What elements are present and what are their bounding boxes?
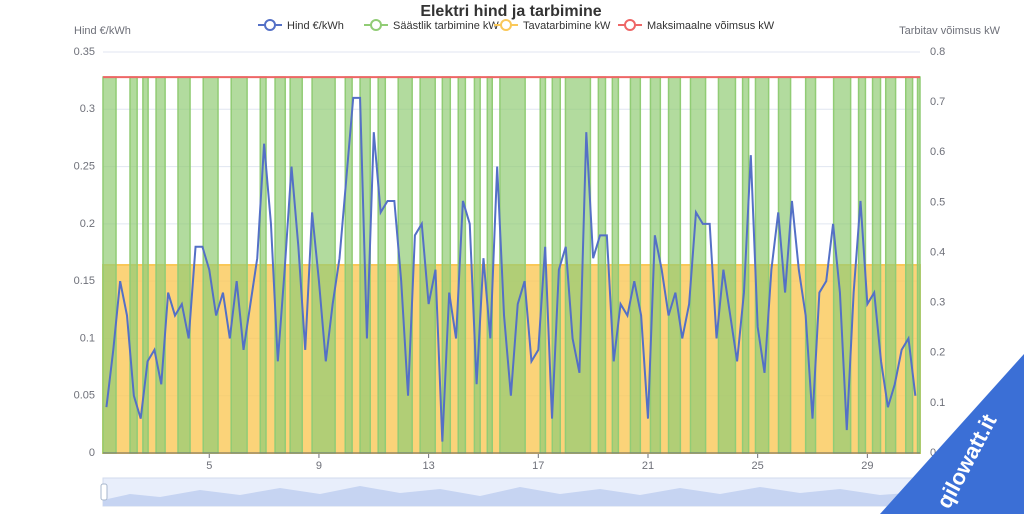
step-bar bbox=[230, 76, 248, 454]
y-tick-label: 0.1 bbox=[80, 332, 95, 344]
x-tick-label: 5 bbox=[206, 460, 212, 472]
step-bar bbox=[486, 76, 493, 454]
x-tick-label: 25 bbox=[752, 460, 764, 472]
y2-tick-label: 0.1 bbox=[930, 397, 945, 409]
step-bar bbox=[473, 76, 481, 454]
x-tick-label: 21 bbox=[642, 460, 654, 472]
y2-tick-label: 0.3 bbox=[930, 297, 945, 309]
x-tick-label: 9 bbox=[316, 460, 322, 472]
step-bar bbox=[259, 76, 267, 454]
y2-tick-label: 0.6 bbox=[930, 146, 945, 158]
step-bar bbox=[274, 76, 286, 454]
step-bar bbox=[717, 76, 737, 454]
legend-item[interactable]: Hind €/kWh bbox=[258, 19, 344, 32]
legend-label: Tavatarbimine kW bbox=[523, 20, 611, 32]
y-tick-label: 0.2 bbox=[80, 218, 95, 230]
y-tick-label: 0.35 bbox=[74, 46, 95, 58]
legend-label: Säästlik tarbimine kW bbox=[393, 20, 499, 32]
step-bar bbox=[667, 76, 682, 454]
legend-marker bbox=[370, 19, 382, 31]
watermark: qilowatt.it bbox=[880, 354, 1024, 514]
y-tick-label: 0.05 bbox=[74, 390, 95, 402]
step-bar bbox=[311, 76, 336, 454]
y2-axis-label: Tarbitav võimsus kW bbox=[899, 25, 1000, 37]
y2-tick-label: 0.8 bbox=[930, 46, 945, 58]
step-bar bbox=[102, 76, 117, 454]
step-bar bbox=[597, 76, 607, 454]
y2-tick-label: 0.4 bbox=[930, 246, 945, 258]
step-bar bbox=[177, 76, 191, 454]
legend-label: Hind €/kWh bbox=[287, 20, 344, 32]
step-bar bbox=[777, 76, 792, 454]
y2-tick-label: 0.2 bbox=[930, 347, 945, 359]
legend-item[interactable]: Tavatarbimine kW bbox=[494, 19, 611, 32]
step-bar bbox=[871, 76, 882, 454]
slider-handle[interactable] bbox=[100, 483, 108, 501]
y-tick-label: 0.25 bbox=[74, 160, 95, 172]
y-tick-label: 0 bbox=[89, 447, 95, 459]
step-bar bbox=[202, 76, 219, 454]
legend-item[interactable]: Maksimaalne võimsus kW bbox=[618, 19, 775, 32]
plot-area: 0 0.05 0.1 0.15 0.2 0.25 0.3 0.35 0 0.1 0.2 0.3 0.4 0… bbox=[74, 46, 946, 472]
y-tick-label: 0.15 bbox=[74, 275, 95, 287]
step-bar bbox=[419, 76, 436, 454]
y2-tick-label: 0.7 bbox=[930, 96, 945, 108]
step-bar bbox=[754, 76, 770, 454]
zoom-slider[interactable] bbox=[100, 477, 924, 507]
line bbox=[105, 96, 917, 442]
slider-preview bbox=[103, 486, 920, 506]
legend-item[interactable]: Säästlik tarbimine kW bbox=[364, 19, 499, 32]
legend-marker bbox=[264, 19, 276, 31]
x-tick-label: 13 bbox=[422, 460, 434, 472]
chart-title: Elektri hind ja tarbimine bbox=[420, 3, 601, 20]
step-bar bbox=[611, 76, 620, 454]
x-tick-label: 29 bbox=[861, 460, 873, 472]
step-bar bbox=[904, 76, 914, 454]
step-bar bbox=[649, 76, 662, 454]
legend-marker bbox=[624, 19, 636, 31]
watermark-bg bbox=[880, 354, 1024, 514]
legend-label: Maksimaalne võimsus kW bbox=[647, 20, 775, 32]
y-tick-label: 0.3 bbox=[80, 103, 95, 115]
step-bar bbox=[629, 76, 642, 454]
x-tick-label: 17 bbox=[532, 460, 544, 472]
step-bar bbox=[155, 76, 166, 454]
step-bar bbox=[916, 76, 921, 454]
step-bar bbox=[499, 76, 526, 454]
y-axis-label: Hind €/kWh bbox=[74, 25, 131, 37]
step-bar bbox=[377, 76, 387, 454]
legend-marker bbox=[500, 19, 512, 31]
y2-tick-label: 0.5 bbox=[930, 196, 945, 208]
y2-tick-label: 0 bbox=[930, 447, 936, 459]
